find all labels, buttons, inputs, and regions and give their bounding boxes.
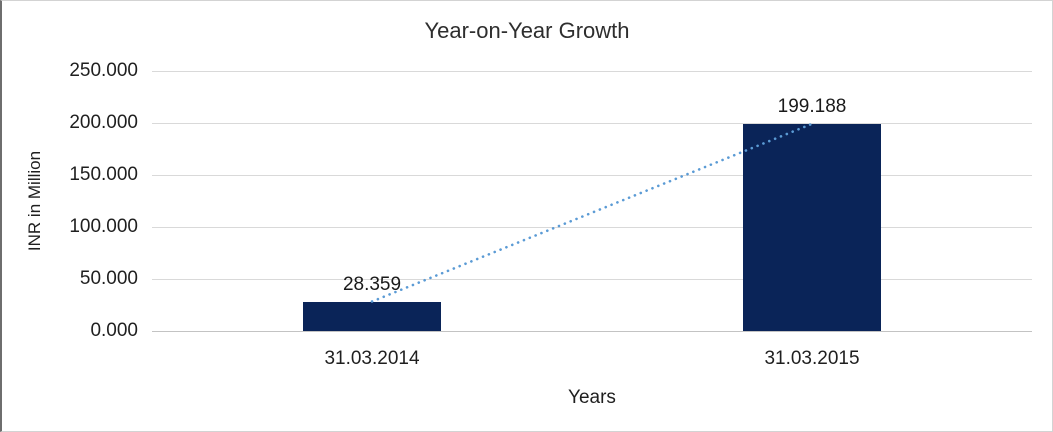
category-label: 31.03.2014 (324, 348, 420, 369)
y-tick-label: 100.000 (69, 216, 138, 237)
gridline (152, 227, 1032, 228)
bar (743, 123, 881, 331)
bar (303, 301, 441, 331)
gridline (152, 175, 1032, 176)
data-label: 199.188 (777, 95, 847, 117)
gridline (152, 331, 1032, 332)
y-tick-label: 150.000 (69, 164, 138, 185)
category-label: 31.03.2015 (764, 348, 860, 369)
y-tick-label: 250.000 (69, 60, 138, 81)
y-tick-label: 200.000 (69, 112, 138, 133)
chart-title: Year-on-Year Growth (424, 18, 630, 43)
gridline (152, 123, 1032, 124)
y-tick-label: 0.000 (90, 320, 138, 341)
x-axis-title: Years (568, 387, 616, 408)
data-label: 28.359 (342, 273, 402, 295)
gridline (152, 71, 1032, 72)
gridline (152, 279, 1032, 280)
y-tick-label: 50.000 (79, 268, 138, 289)
